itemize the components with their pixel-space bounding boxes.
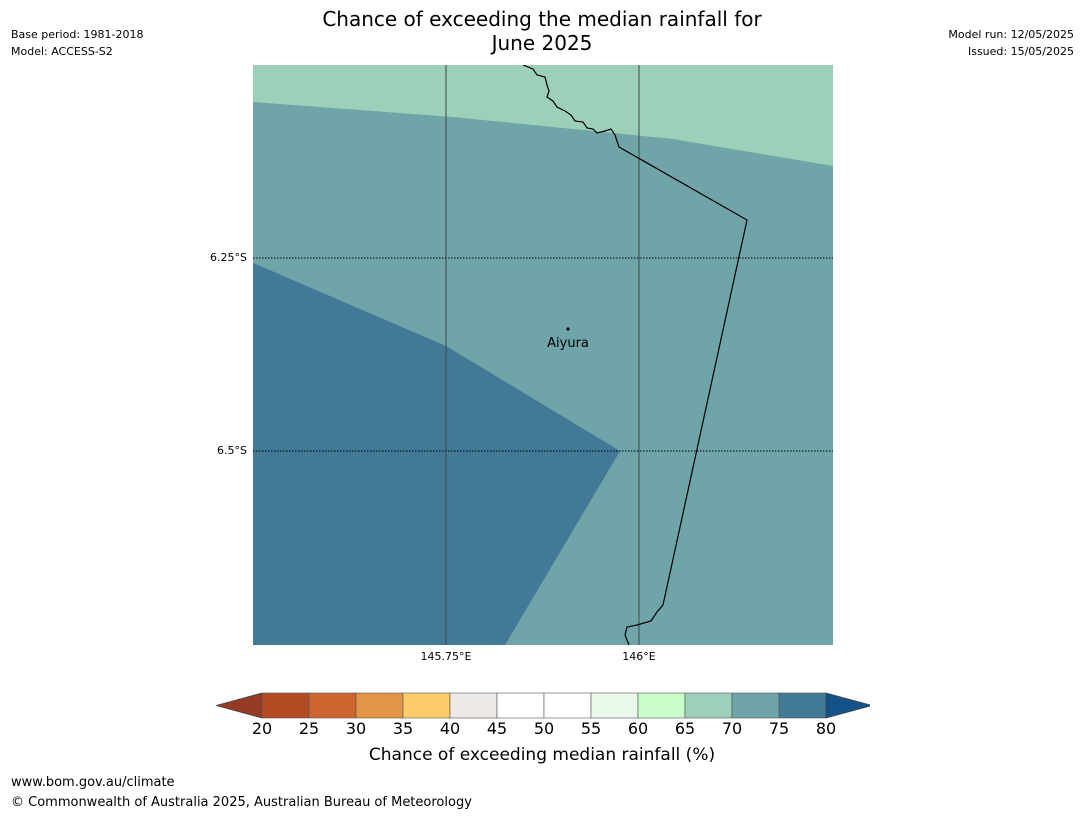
colorbar-segment	[355, 692, 404, 719]
colorbar-segment	[543, 692, 592, 719]
colorbar-tick-label: 40	[439, 719, 461, 738]
footer-url[interactable]: www.bom.gov.au/climate	[11, 775, 175, 790]
rainfall-map[interactable]: Aiyura	[253, 64, 833, 646]
colorbar-tick-label: 35	[392, 719, 414, 738]
colorbar	[214, 692, 874, 720]
lat-label-6-25: 6.25°S	[210, 251, 247, 264]
lon-label-145-75: 145.75°E	[420, 650, 472, 663]
colorbar-tick-label: 75	[768, 719, 790, 738]
zone-75-80	[253, 263, 620, 645]
colorbar-tick-label: 70	[721, 719, 743, 738]
title-line-1: Chance of exceeding the median rainfall …	[322, 7, 762, 31]
colorbar-segment	[637, 692, 686, 719]
place-marker	[566, 327, 570, 331]
colorbar-segment	[496, 692, 545, 719]
colorbar-segment	[590, 692, 639, 719]
colorbar-segment	[261, 692, 310, 719]
colorbar-tick-label: 55	[580, 719, 602, 738]
colorbar-tick-label: 20	[251, 719, 273, 738]
colorbar-segment	[449, 692, 498, 719]
colorbar-over-arrow	[825, 692, 874, 719]
colorbar-segment	[778, 692, 827, 719]
lat-label-6-5: 6.5°S	[217, 444, 247, 457]
colorbar-tick-label: 30	[345, 719, 367, 738]
colorbar-segment	[402, 692, 451, 719]
colorbar-segment	[684, 692, 733, 719]
colorbar-under-arrow	[214, 692, 263, 719]
model-name-text: Model: ACCESS-S2	[11, 45, 113, 58]
colorbar-segment	[731, 692, 780, 719]
colorbar-tick-label: 65	[674, 719, 696, 738]
model-run-text: Model run: 12/05/2025	[948, 28, 1074, 41]
colorbar-tick-label: 80	[815, 719, 837, 738]
colorbar-segment	[308, 692, 357, 719]
page-title: Chance of exceeding the median rainfall …	[242, 7, 842, 55]
title-line-2: June 2025	[491, 31, 593, 55]
place-label-aiyura: Aiyura	[547, 336, 589, 351]
colorbar-label: Chance of exceeding median rainfall (%)	[368, 745, 716, 765]
base-period-text: Base period: 1981-2018	[11, 28, 144, 41]
lon-label-146: 146°E	[622, 650, 656, 663]
colorbar-tick-label: 25	[298, 719, 320, 738]
colorbar-tick-label: 60	[627, 719, 649, 738]
colorbar-tick-label: 50	[533, 719, 555, 738]
colorbar-tick-label: 45	[486, 719, 508, 738]
map-canvas	[253, 64, 833, 646]
border-line	[522, 64, 748, 646]
colorbar-canvas	[214, 692, 874, 719]
footer-copyright: © Commonwealth of Australia 2025, Austra…	[11, 795, 472, 810]
issued-date-text: Issued: 15/05/2025	[967, 45, 1074, 58]
